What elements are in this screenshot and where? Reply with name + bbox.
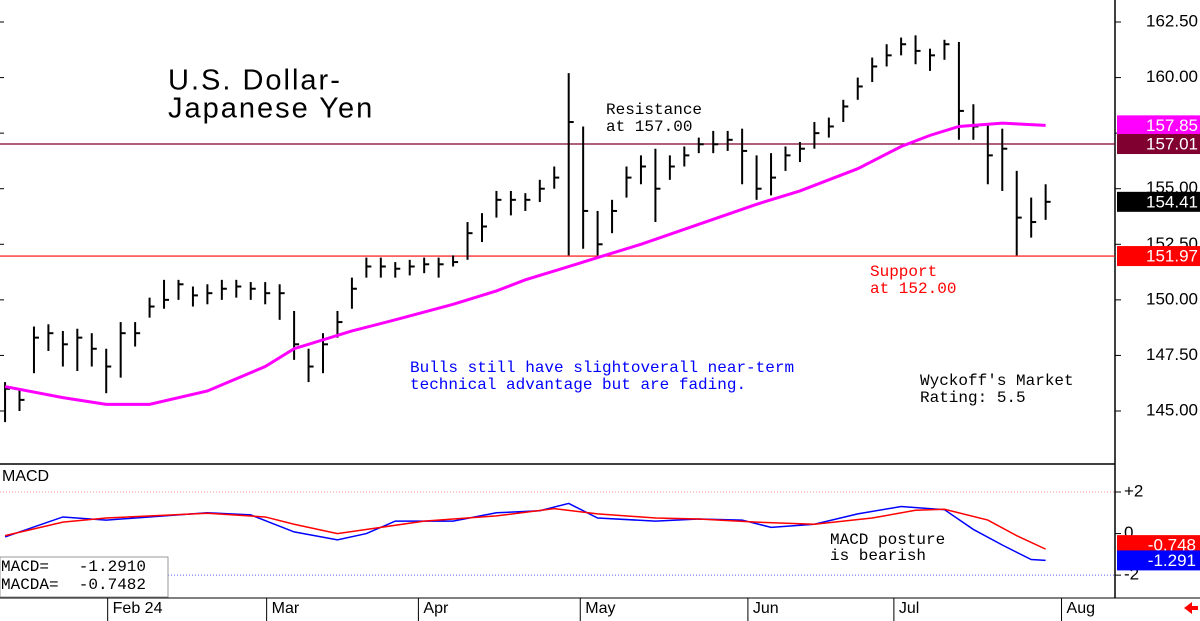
macd-line <box>4 507 1046 550</box>
value-box-label: 151.97 <box>1146 247 1198 266</box>
value-box-label: 157.85 <box>1146 116 1198 135</box>
y-tick-label: 150.00 <box>1146 289 1198 308</box>
x-tick-label: Apr <box>423 600 449 617</box>
macd-title: MACD <box>2 468 49 485</box>
moving-average <box>4 121 1046 406</box>
x-tick-label: Feb 24 <box>113 600 163 617</box>
annotation: Rating: 5.5 <box>920 389 1026 407</box>
annotation: Support <box>870 263 937 281</box>
macd-readout-box <box>0 556 169 598</box>
y-tick-label: 160.00 <box>1146 67 1198 86</box>
macd-value-label: -0.748 <box>1148 536 1196 555</box>
y-tick-label: 147.50 <box>1146 345 1198 364</box>
macd-annotation: MACD posture <box>830 531 945 549</box>
macd-y-tick-label: +2 <box>1124 482 1143 501</box>
macd-y-tick-label: 0 <box>1124 523 1133 542</box>
macd-annotation: is bearish <box>830 547 926 565</box>
y-tick-label: 145.00 <box>1146 400 1198 419</box>
value-box-label: 157.01 <box>1146 135 1198 154</box>
macd-value-label: -1.291 <box>1148 551 1196 570</box>
macd-value-box <box>1117 550 1200 571</box>
annotation: technical advantage but are fading. <box>410 376 746 394</box>
value-box <box>1117 115 1200 136</box>
x-tick-label: May <box>585 600 615 617</box>
macd-readout-value: -1.2910 <box>79 558 146 576</box>
value-box <box>1117 191 1200 212</box>
annotation: at 157.00 <box>606 118 692 136</box>
annotation: Wyckoff's Market <box>920 372 1074 390</box>
annotation: at 152.00 <box>870 280 956 298</box>
x-tick-label: Mar <box>272 600 300 617</box>
value-box <box>1117 246 1200 267</box>
y-tick-label: 162.50 <box>1146 11 1198 30</box>
x-tick-label: Jun <box>753 600 779 617</box>
macd-readout-name: MACDA= <box>1 576 59 594</box>
chart-title: U.S. Dollar- <box>168 65 342 97</box>
macd-value-box <box>1117 535 1200 556</box>
scroll-arrow[interactable] <box>1184 602 1198 614</box>
annotation: Resistance <box>606 101 702 119</box>
x-tick-label: Jul <box>899 600 919 617</box>
chart-title: Japanese Yen <box>168 93 374 125</box>
macd-readout-value: -0.7482 <box>79 576 146 594</box>
value-box-label: 154.41 <box>1146 192 1198 211</box>
macd-readout-name: MACD= <box>1 558 49 576</box>
x-tick-label: Aug <box>1067 600 1095 617</box>
value-box <box>1117 134 1200 155</box>
annotation: Bulls still have slightoverall near-term <box>410 359 794 377</box>
